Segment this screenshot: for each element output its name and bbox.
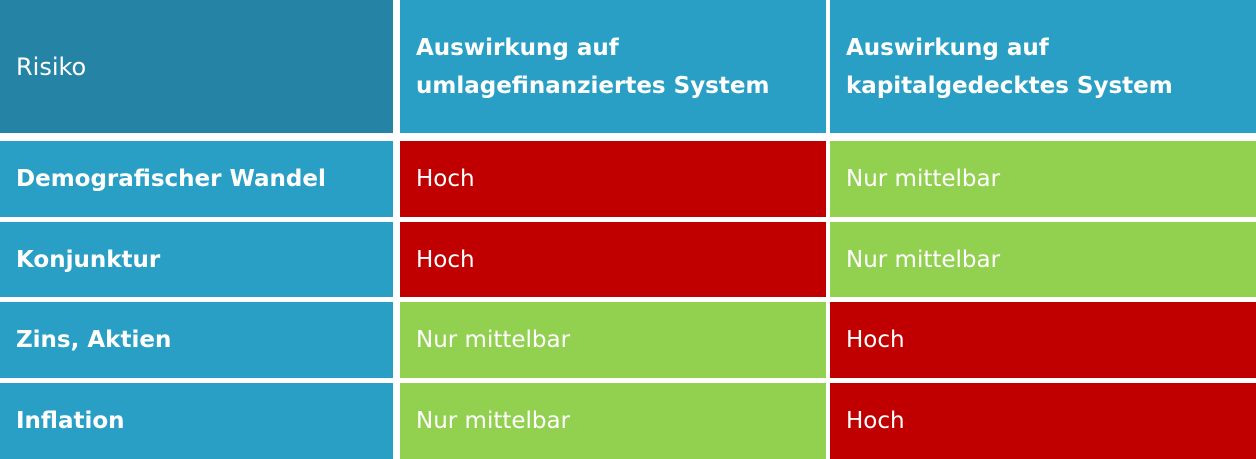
table-cell: Hoch (400, 222, 826, 297)
table-cell: Nur mittelbar (400, 383, 826, 459)
table-cell: Nur mittelbar (830, 141, 1256, 217)
header-text: Risiko (16, 52, 87, 81)
table-cell: Nur mittelbar (830, 222, 1256, 297)
header-cell: Auswirkung auf kapitalgedecktes System (830, 0, 1256, 133)
header-cell: Risiko (0, 0, 393, 133)
table-cell: Hoch (830, 383, 1256, 459)
table-cell: Hoch (830, 302, 1256, 378)
header-text: Auswirkung auf (846, 34, 1049, 61)
header-text: Auswirkung auf (416, 34, 619, 61)
header-cell: Auswirkung auf umlagefinanziertes System (400, 0, 826, 133)
row-label: Zins, Aktien (0, 302, 393, 378)
row-label: Demografischer Wandel (0, 141, 393, 217)
row-label: Konjunktur (0, 222, 393, 297)
row-label: Inflation (0, 383, 393, 459)
table-cell: Hoch (400, 141, 826, 217)
header-text: umlagefinanziertes System (416, 72, 770, 99)
header-text: kapitalgedecktes System (846, 72, 1173, 99)
table-cell: Nur mittelbar (400, 302, 826, 378)
